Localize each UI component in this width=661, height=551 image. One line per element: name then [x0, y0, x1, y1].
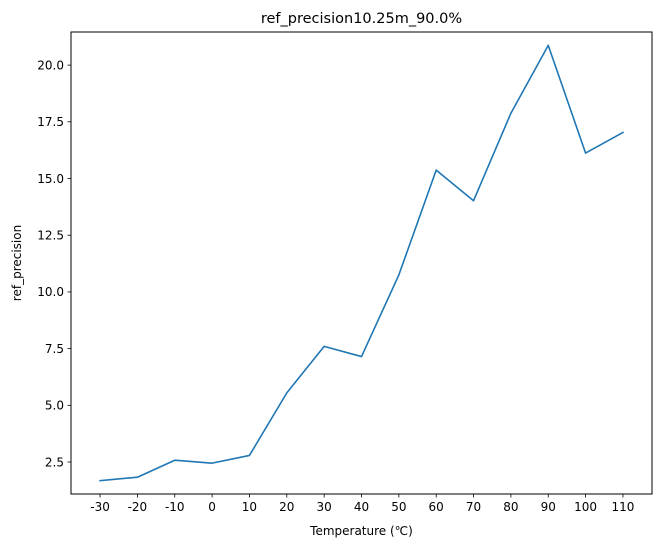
x-tick-label: -20 [128, 500, 148, 514]
x-tick-label: 40 [354, 500, 369, 514]
x-tick-label: 110 [611, 500, 634, 514]
x-tick-label: 70 [466, 500, 481, 514]
x-axis-label: Temperature (℃) [309, 524, 413, 538]
y-tick-label: 20.0 [37, 58, 64, 72]
x-tick-label: 10 [242, 500, 257, 514]
x-axis: -30 -20 -10 0 10 20 30 40 50 60 70 80 90 100 110 [90, 494, 634, 514]
y-tick-label: 12.5 [37, 229, 64, 243]
x-tick-label: 50 [391, 500, 406, 514]
y-axis: 2.5 5.0 7.5 10.0 12.5 15.0 17.5 20.0 [37, 58, 71, 469]
y-tick-label: 15.0 [37, 172, 64, 186]
x-tick-label: 60 [429, 500, 444, 514]
x-tick-label: 0 [208, 500, 216, 514]
x-tick-label: 80 [503, 500, 518, 514]
plot-area [71, 32, 652, 494]
x-tick-label: 100 [574, 500, 597, 514]
y-axis-label: ref_precision [10, 225, 24, 301]
y-tick-label: 17.5 [37, 115, 64, 129]
x-tick-label: 30 [317, 500, 332, 514]
x-tick-label: 90 [541, 500, 556, 514]
y-tick-label: 5.0 [45, 399, 64, 413]
y-tick-label: 10.0 [37, 285, 64, 299]
chart-title: ref_precision10.25m_90.0% [261, 11, 462, 27]
y-tick-label: 2.5 [45, 455, 64, 469]
y-tick-label: 7.5 [45, 342, 64, 356]
x-tick-label: 20 [279, 500, 294, 514]
x-tick-label: -10 [165, 500, 185, 514]
x-tick-label: -30 [90, 500, 110, 514]
